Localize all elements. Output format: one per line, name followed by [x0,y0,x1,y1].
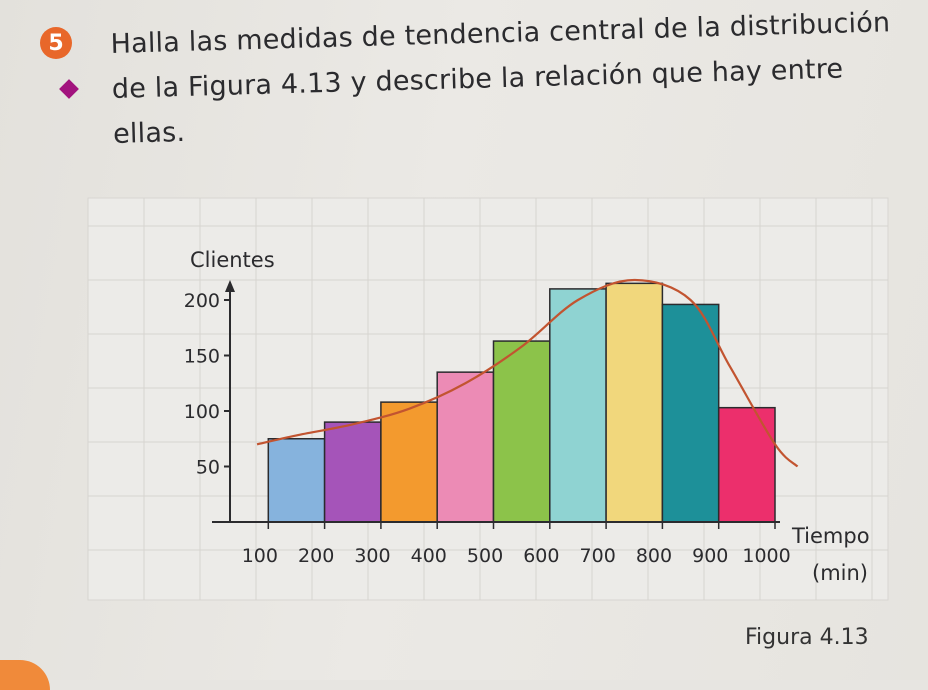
x-tick-label-1000: 1000 [742,545,790,567]
x-tick-label-400: 400 [411,545,447,567]
bar-100-200 [267,438,326,523]
bar-700-800 [605,282,664,523]
x-tick-label-800: 800 [636,545,672,567]
y-tick-label-100: 100 [184,401,220,423]
y-axis-arrow-icon [225,280,235,292]
bar-300-400 [380,401,438,523]
x-tick-label-900: 900 [692,545,728,567]
bar-400-500 [436,371,495,523]
x-tick-label-100: 100 [242,545,278,567]
x-tick-label-500: 500 [467,545,503,567]
exercise-number-badge: 5 [40,27,72,59]
x-tick-label-300: 300 [354,545,390,567]
y-tick-label-200: 200 [184,290,220,312]
bar-800-900 [661,303,720,523]
bar-900-1000 [717,406,776,523]
bar-200-300 [323,421,382,523]
bar-500-600 [492,340,551,523]
trend-curve [256,278,799,468]
y-tick-label-150: 150 [184,346,220,368]
y-tick-label-50: 50 [196,457,220,479]
chart-axes [212,280,780,523]
figure-caption: Figura 4.13 [745,625,869,650]
y-axis-title: Clientes [190,248,275,272]
chart-bars [267,282,776,523]
x-tick-label-700: 700 [580,545,616,567]
x-tick-label-600: 600 [523,545,559,567]
x-ticks: 100 200 300 400 500 600 700 800 900 1000 [242,522,791,567]
x-axis-title: Tiempo [791,524,870,548]
y-ticks: 50 100 150 200 [184,290,230,479]
bar-600-700 [549,288,607,523]
x-tick-label-200: 200 [298,545,334,567]
x-axis-unit: (min) [812,561,868,585]
